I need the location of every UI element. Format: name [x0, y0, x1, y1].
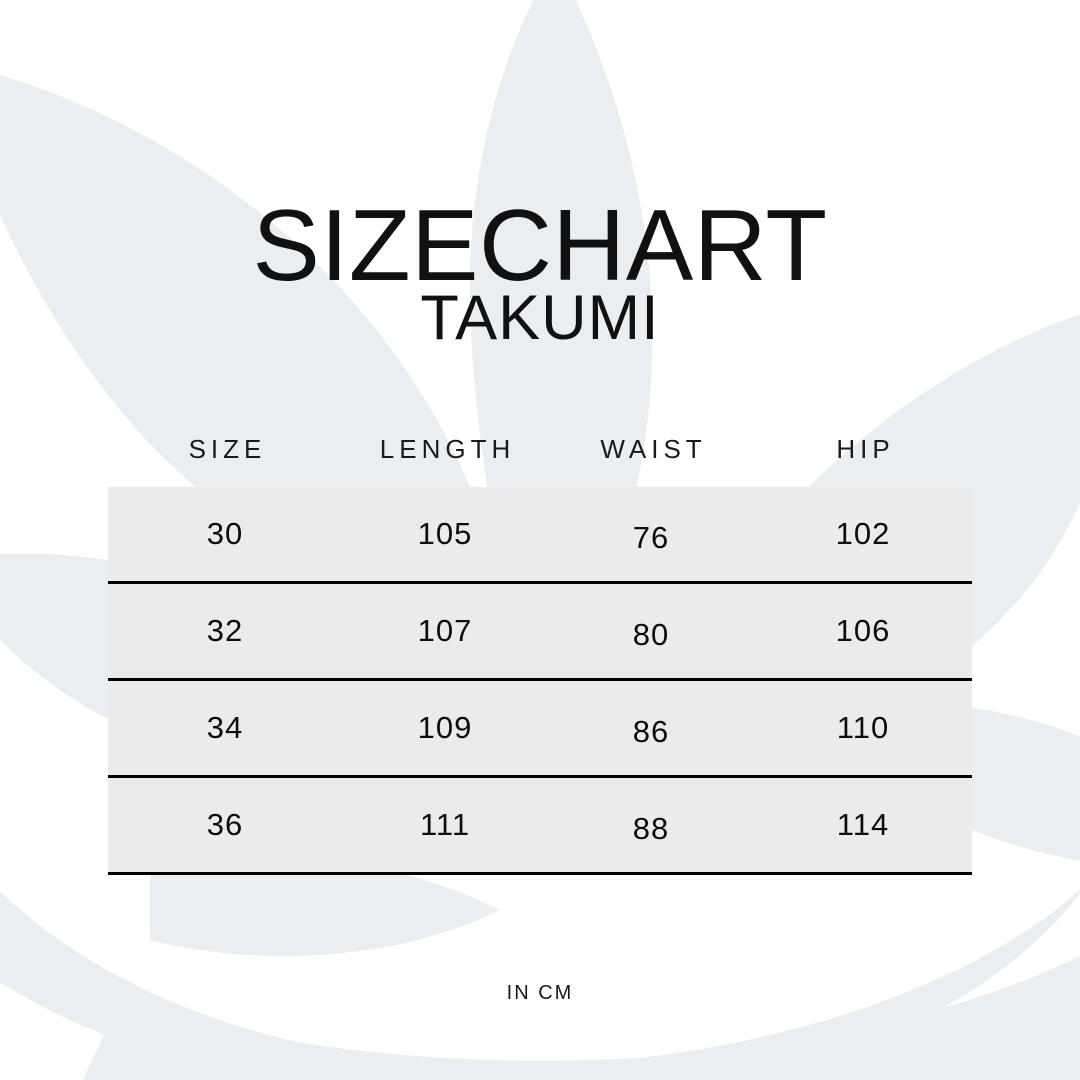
cell-waist: 76 [632, 519, 670, 555]
table-row: 36 111 88 114 [108, 778, 972, 872]
table-row: 30 105 76 102 [108, 487, 972, 584]
table-header-row: SIZE LENGTH WAIST HIP [108, 412, 972, 487]
size-table: SIZE LENGTH WAIST HIP 30 105 76 102 32 1… [108, 412, 972, 875]
page-title: SIZECHART [252, 190, 828, 302]
cell-length: 105 [417, 516, 473, 551]
cell-size: 34 [206, 710, 244, 745]
units-note: IN CM [506, 982, 574, 1004]
column-header-length: LENGTH [379, 434, 516, 464]
cell-waist: 88 [632, 810, 670, 846]
brand-subtitle: TAKUMI [420, 283, 660, 353]
column-header-hip: HIP [836, 434, 895, 464]
cell-hip: 114 [836, 807, 890, 842]
table-row: 34 109 86 110 [108, 681, 972, 778]
cell-size: 32 [206, 613, 244, 648]
cell-size: 36 [206, 807, 244, 842]
title-block: SIZECHART TAKUMI [0, 196, 1080, 350]
table-row: 32 107 80 106 [108, 584, 972, 681]
cell-waist: 80 [632, 616, 670, 652]
column-header-waist: WAIST [600, 434, 707, 464]
cell-length: 109 [417, 710, 473, 745]
cell-hip: 102 [835, 516, 891, 551]
cell-size: 30 [206, 516, 244, 551]
column-header-size: SIZE [188, 434, 267, 464]
cell-waist: 86 [632, 713, 670, 749]
cell-hip: 106 [835, 613, 891, 648]
cell-hip: 110 [836, 710, 890, 745]
table-body: 30 105 76 102 32 107 80 106 34 109 86 11… [108, 487, 972, 875]
cell-length: 107 [417, 613, 473, 648]
cell-length: 111 [419, 807, 471, 842]
